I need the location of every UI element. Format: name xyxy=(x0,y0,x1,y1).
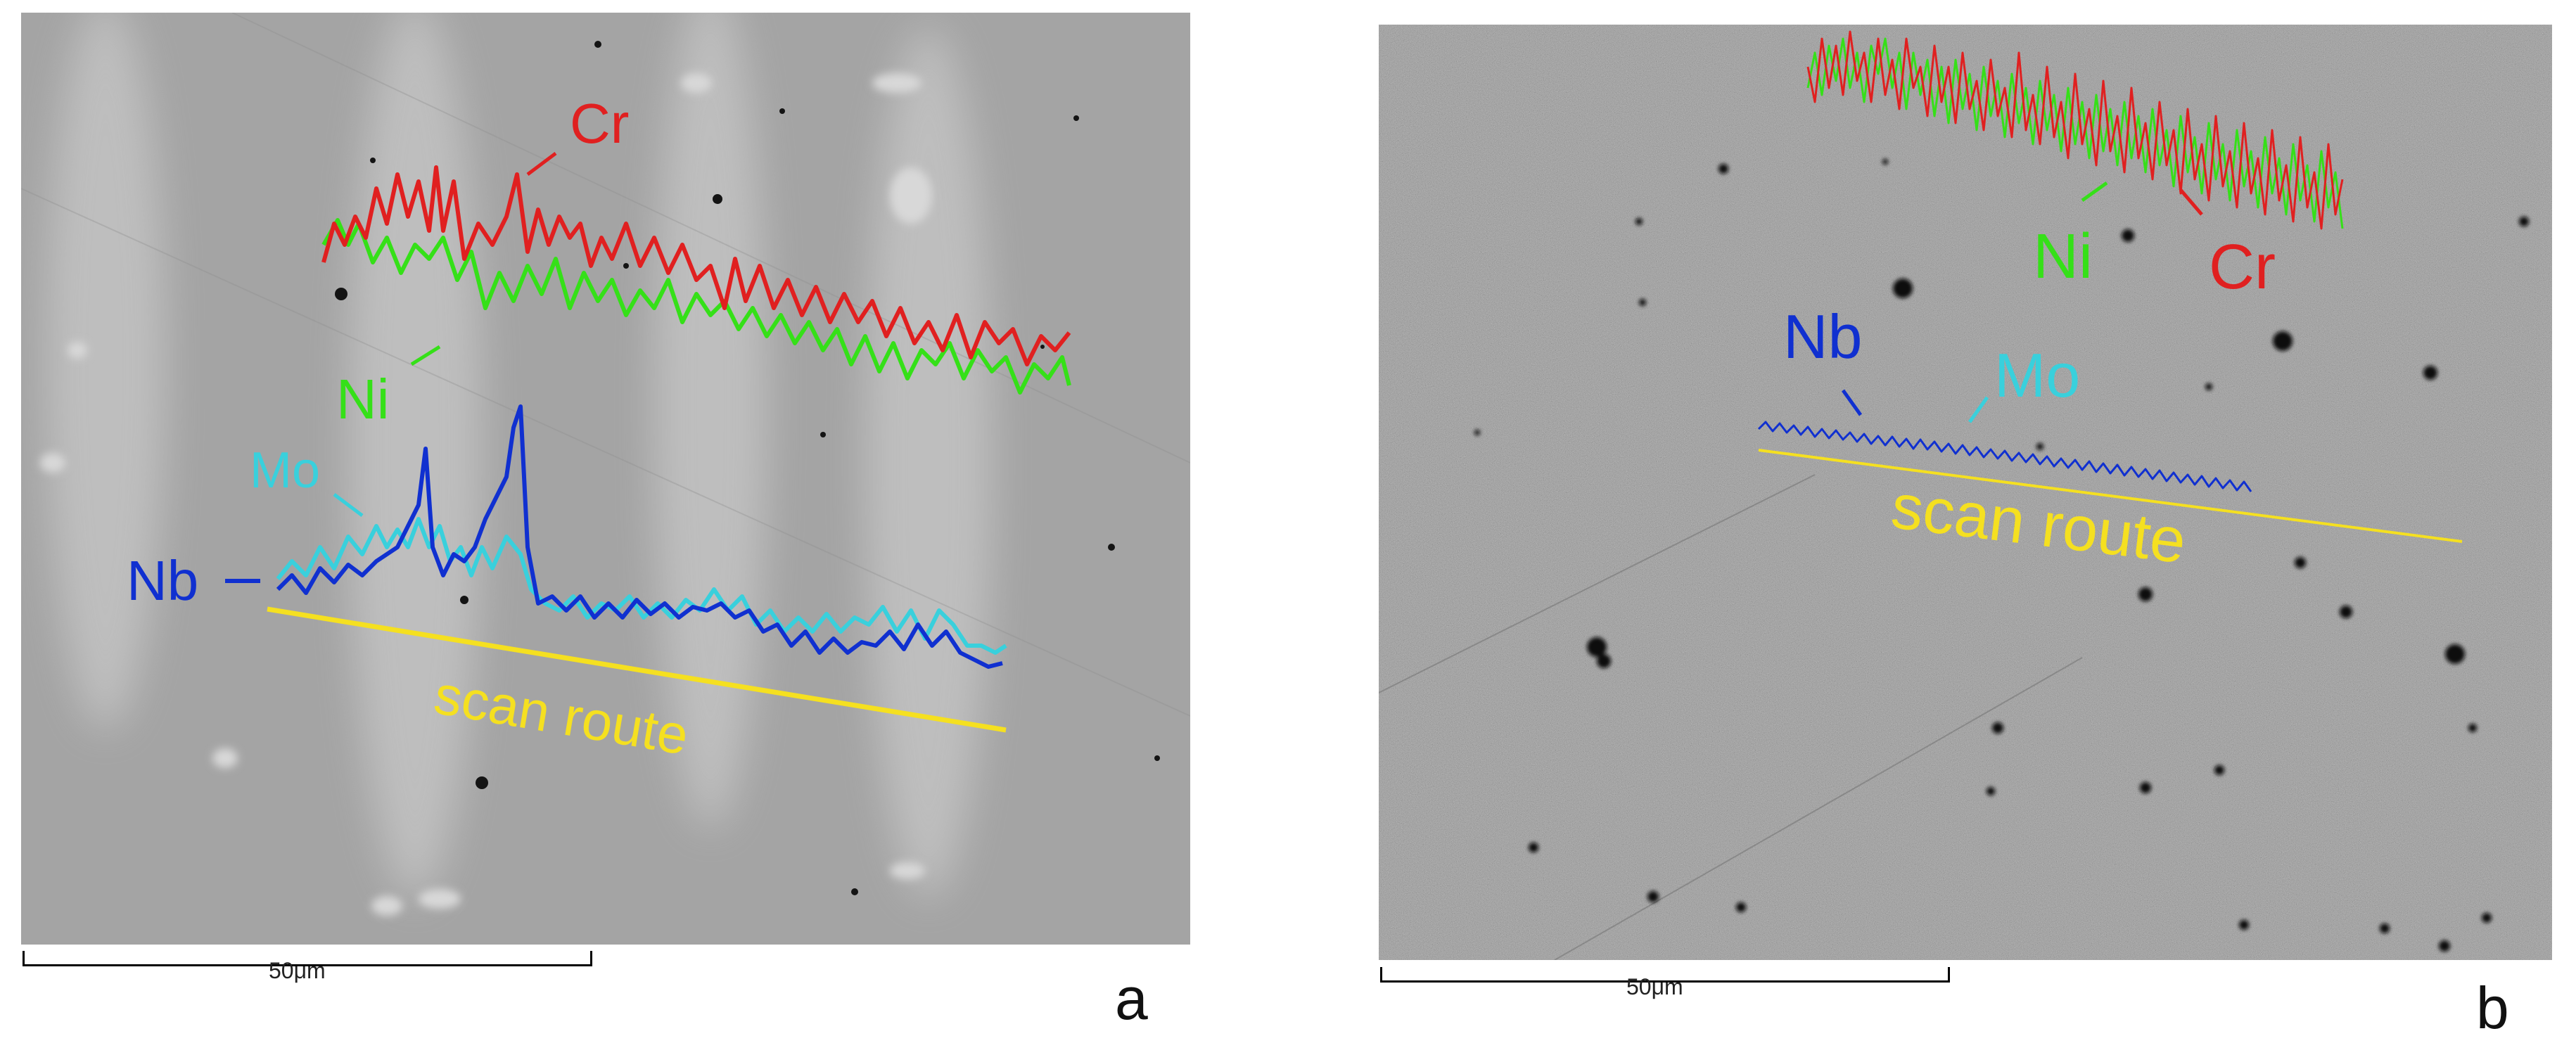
nb-label-b: Nb xyxy=(1783,302,1863,371)
scale-bar-b xyxy=(1380,967,1950,983)
sem-image-a: Cr Ni Mo Nb scan route xyxy=(21,13,1190,945)
mo-label-a: Mo xyxy=(250,442,321,499)
ni-profile-a xyxy=(321,218,1071,395)
scan-route-line-b xyxy=(1758,449,2463,543)
ni-profile-b xyxy=(1806,37,2344,229)
mo-leader-b xyxy=(1968,396,1989,423)
ni-label-b: Ni xyxy=(2033,222,2093,292)
scale-bar-label-b: 50μm xyxy=(1626,974,1683,999)
sem-texture-a xyxy=(21,13,1190,945)
sem-image-b: Ni Cr Nb Mo scan route xyxy=(1379,25,2552,960)
mo-leader-a xyxy=(333,493,364,517)
nb-leader-b xyxy=(1841,389,1863,416)
scale-bar-label-a: 50μm xyxy=(269,958,326,983)
line-scan-overlay-b xyxy=(1757,30,2463,543)
mo-profile-a xyxy=(276,517,1007,655)
cr-profile-a xyxy=(321,165,1071,366)
nb-profile-b xyxy=(1757,421,2252,492)
scale-bar-a xyxy=(23,951,592,966)
panel-label-b: b xyxy=(2476,975,2509,1041)
cr-leader-a xyxy=(526,152,557,176)
scan-route-line-a xyxy=(267,606,1007,733)
panel-label-a: a xyxy=(1115,966,1148,1032)
nb-label-a: Nb xyxy=(127,549,199,612)
line-scan-overlay-a xyxy=(225,152,1071,733)
mo-label-b: Mo xyxy=(1994,340,2081,410)
ni-label-a: Ni xyxy=(336,368,390,430)
sem-texture-b xyxy=(1379,25,2552,960)
cr-label-b: Cr xyxy=(2209,232,2276,302)
ni-leader-a xyxy=(410,345,441,366)
ni-leader-b xyxy=(2081,181,2108,203)
cr-leader-b xyxy=(2179,188,2203,216)
cr-profile-b xyxy=(1806,30,2344,230)
nb-profile-a xyxy=(276,404,1003,669)
cr-label-a: Cr xyxy=(570,92,630,155)
